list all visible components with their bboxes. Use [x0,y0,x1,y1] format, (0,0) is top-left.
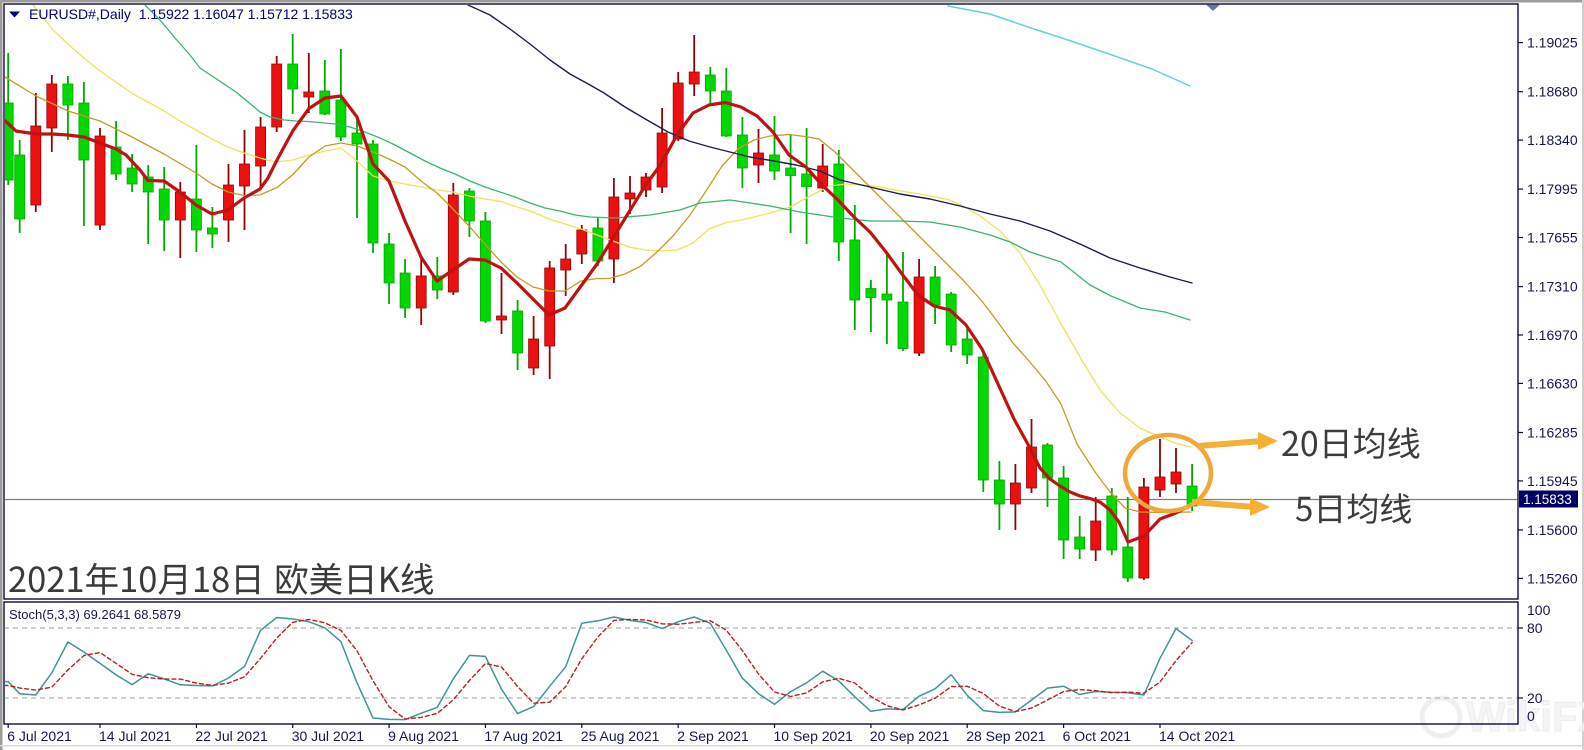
svg-text:1.16970: 1.16970 [1527,327,1578,343]
svg-text:1.15600: 1.15600 [1527,522,1578,538]
svg-text:20 Sep 2021: 20 Sep 2021 [870,728,950,744]
svg-text:28 Sep 2021: 28 Sep 2021 [966,728,1046,744]
svg-text:1.15260: 1.15260 [1527,570,1578,586]
svg-text:25 Aug 2021: 25 Aug 2021 [581,728,660,744]
svg-text:1.15833: 1.15833 [1523,492,1572,507]
svg-text:1.18340: 1.18340 [1527,132,1578,148]
svg-text:1.17310: 1.17310 [1527,279,1578,295]
svg-text:30 Jul 2021: 30 Jul 2021 [292,728,365,744]
svg-text:Stoch(5,3,3) 69.2641 68.5879: Stoch(5,3,3) 69.2641 68.5879 [9,607,181,622]
svg-text:6 Oct 2021: 6 Oct 2021 [1063,728,1132,744]
svg-text:80: 80 [1527,620,1543,636]
svg-text:1.16285: 1.16285 [1527,425,1578,441]
svg-text:9 Aug 2021: 9 Aug 2021 [388,728,459,744]
svg-text:2 Sep 2021: 2 Sep 2021 [677,728,749,744]
svg-text:20: 20 [1527,690,1543,706]
svg-text:14 Jul 2021: 14 Jul 2021 [99,728,172,744]
svg-text:1.18680: 1.18680 [1527,84,1578,100]
svg-text:1.16630: 1.16630 [1527,375,1578,391]
svg-text:10 Sep 2021: 10 Sep 2021 [774,728,854,744]
svg-text:WikiFX: WikiFX [1466,693,1584,740]
svg-text:17 Aug 2021: 17 Aug 2021 [484,728,563,744]
svg-text:1.19025: 1.19025 [1527,35,1578,51]
svg-text:1.15945: 1.15945 [1527,473,1578,489]
svg-text:1.17655: 1.17655 [1527,230,1578,246]
svg-text:6 Jul 2021: 6 Jul 2021 [7,728,72,744]
svg-text:100: 100 [1527,602,1551,618]
svg-text:14 Oct 2021: 14 Oct 2021 [1159,728,1235,744]
svg-text:EURUSD#,Daily 1.15922 1.16047: EURUSD#,Daily 1.15922 1.16047 1.15712 1.… [29,6,353,22]
svg-text:0: 0 [1527,708,1535,724]
svg-text:1.17995: 1.17995 [1527,181,1578,197]
svg-text:22 Jul 2021: 22 Jul 2021 [195,728,268,744]
